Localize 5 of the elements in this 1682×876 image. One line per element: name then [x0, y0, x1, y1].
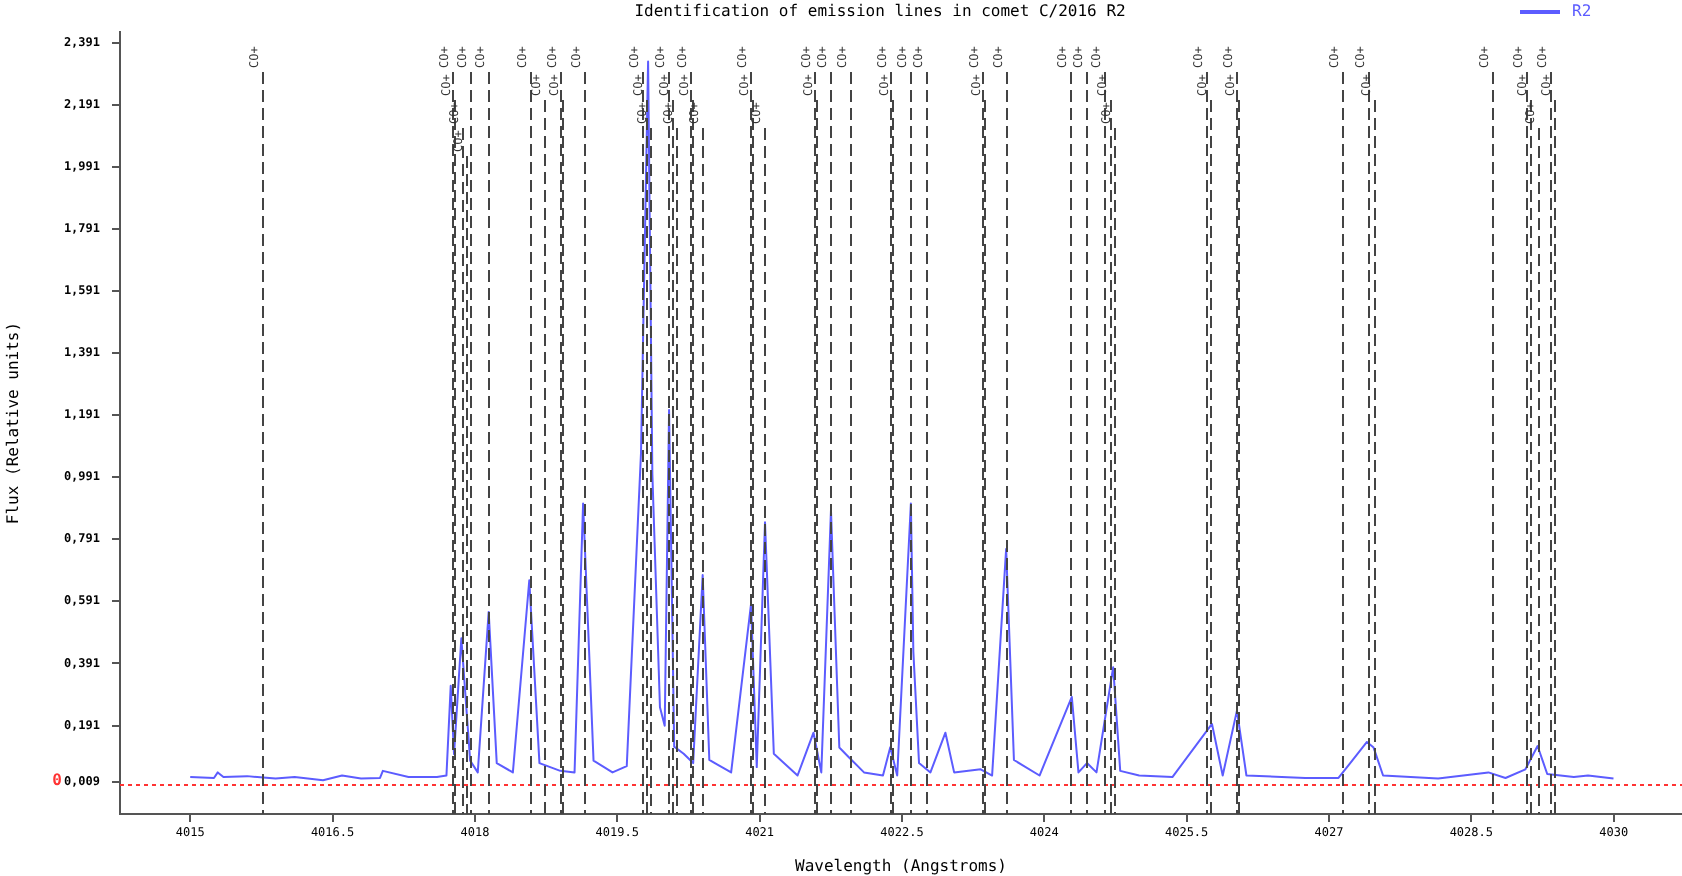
x-axis-title: Wavelength (Angstroms)	[795, 856, 1007, 875]
legend-label: R2	[1572, 2, 1592, 21]
chart-title: Identification of emission lines in comet C/2016 R2	[634, 2, 1126, 21]
ref-line-label: 0	[52, 771, 63, 790]
y-axis-title: Flux (Relative units)	[3, 321, 22, 525]
